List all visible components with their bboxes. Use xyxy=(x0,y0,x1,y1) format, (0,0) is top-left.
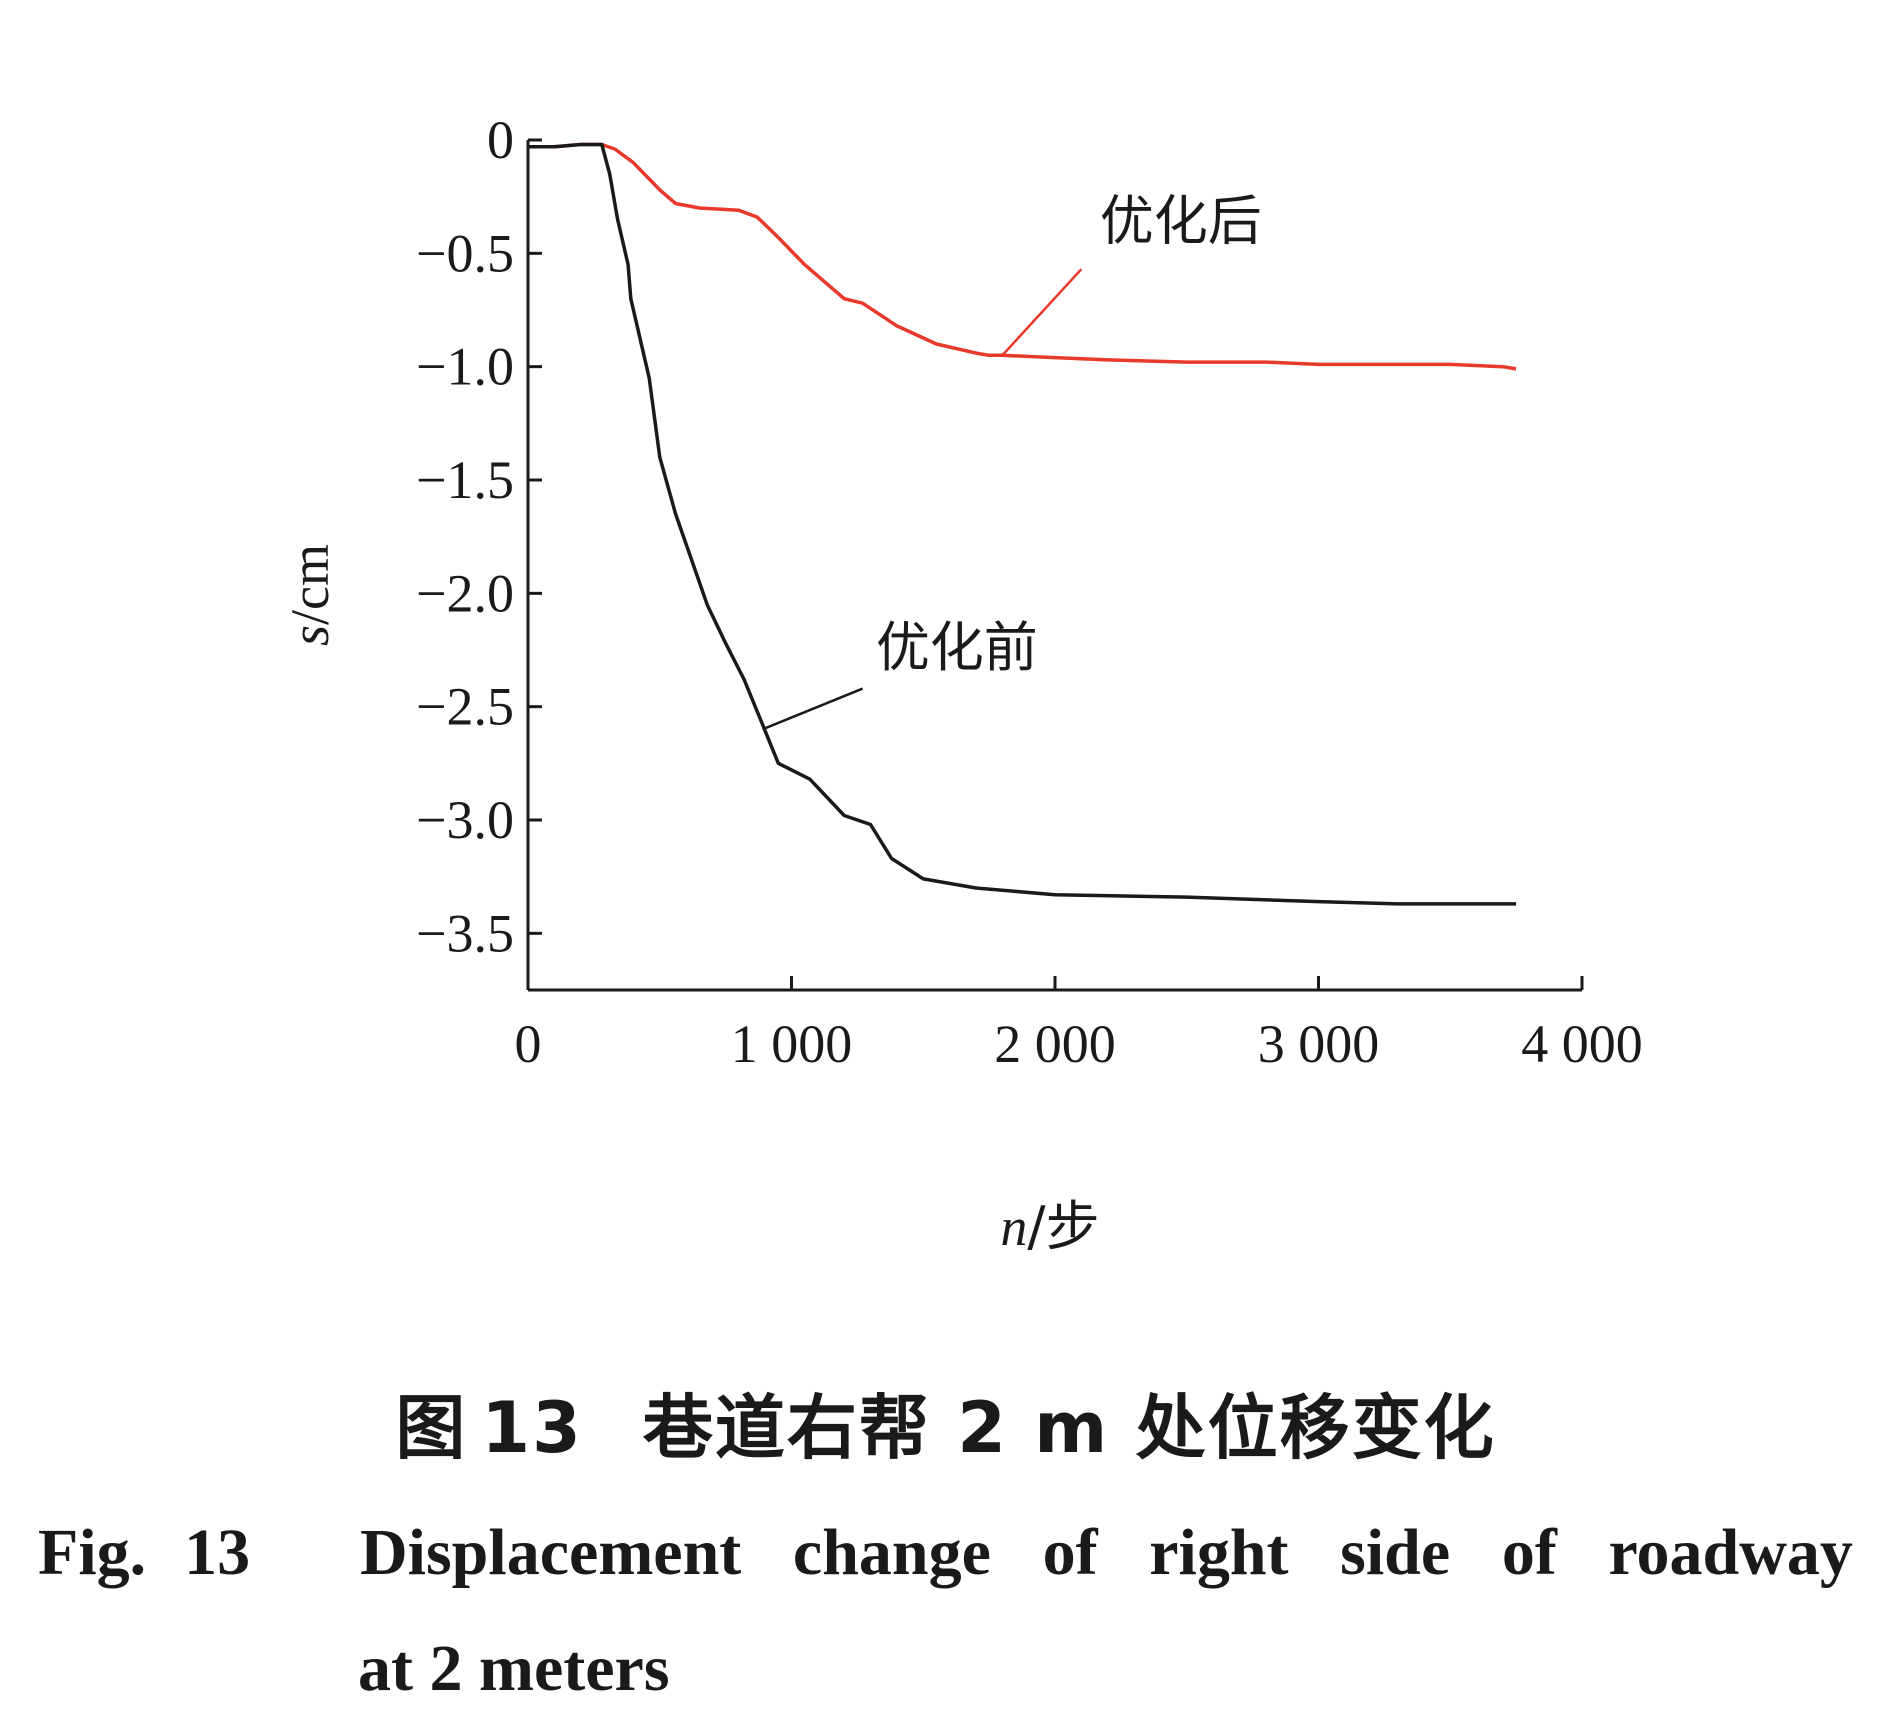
caption-en-word: of xyxy=(1042,1516,1098,1589)
caption-en-word: Displacement xyxy=(360,1516,742,1589)
figure-caption-chinese: 图 13 巷道右帮 2 m 处位移变化 xyxy=(0,1372,1891,1473)
caption-en-word: roadway xyxy=(1608,1516,1853,1589)
caption-cn-prefix: 图 xyxy=(395,1387,468,1469)
x-axis-title: n/步 xyxy=(1000,1195,1099,1258)
caption-en-number: 13 xyxy=(184,1516,251,1589)
series-lines xyxy=(528,142,1517,906)
x-axis-variable: n xyxy=(1000,1197,1027,1257)
y-axis-variable: s xyxy=(280,625,340,646)
y-axis-ticks: 0 −0.5 −1.0 −1.5 −2.0 −2.5 −3.0 −3.5 xyxy=(416,110,542,963)
displacement-chart: 0 −0.5 −1.0 −1.5 −2.0 −2.5 −3.0 −3.5 0 1 000 2 00… xyxy=(280,110,1643,1258)
y-tick-label: −3.0 xyxy=(416,790,514,850)
x-tick-label: 4 000 xyxy=(1521,1014,1643,1074)
y-axis-unit: /cm xyxy=(280,544,340,625)
x-axis-ticks: 0 1 000 2 000 3 000 4 000 xyxy=(515,976,1643,1074)
x-axis-unit: /步 xyxy=(1027,1195,1099,1258)
y-tick-label: −1.5 xyxy=(416,450,514,510)
leader-line-after xyxy=(1001,268,1083,357)
y-tick-label: −1.0 xyxy=(416,337,514,397)
caption-en-words: Displacement change of right side of roadway xyxy=(360,1495,1853,1611)
caption-en-word: side xyxy=(1340,1516,1451,1589)
x-tick-label: 0 xyxy=(515,1014,542,1074)
x-tick-label: 1 000 xyxy=(731,1014,853,1074)
x-tick-label: 3 000 xyxy=(1258,1014,1380,1074)
y-axis-title: s/cm xyxy=(280,544,340,646)
caption-cn-text: 巷道右帮 2 m 处位移变化 xyxy=(642,1387,1496,1469)
caption-en-word: of xyxy=(1501,1516,1557,1589)
caption-en-prefix: Fig. xyxy=(38,1516,147,1589)
caption-en-word: right xyxy=(1149,1516,1289,1589)
y-tick-label: −0.5 xyxy=(416,223,514,283)
series-label-before: 优化前 xyxy=(876,616,1038,679)
series-line-1 xyxy=(528,142,1517,906)
figure-caption-english: Fig. 13 Displacement change of right side of r… xyxy=(0,1495,1891,1727)
y-tick-label: −2.5 xyxy=(416,677,514,737)
caption-en-line2: at 2 meters xyxy=(358,1632,670,1705)
axes xyxy=(526,140,1582,992)
caption-cn-number: 13 xyxy=(481,1387,583,1469)
series-line-0 xyxy=(528,142,1517,371)
series-label-after: 优化后 xyxy=(1100,190,1262,253)
y-tick-label: 0 xyxy=(487,110,514,170)
caption-en-line1: Fig. 13 Displacement change of right side of r… xyxy=(0,1495,1891,1611)
y-tick-label: −3.5 xyxy=(416,903,514,963)
caption-en-word: change xyxy=(792,1516,991,1589)
leader-line-before xyxy=(762,687,864,731)
y-tick-label: −2.0 xyxy=(416,563,514,623)
caption-en-figure-number: Fig. 13 xyxy=(38,1495,300,1611)
x-tick-label: 2 000 xyxy=(994,1014,1116,1074)
